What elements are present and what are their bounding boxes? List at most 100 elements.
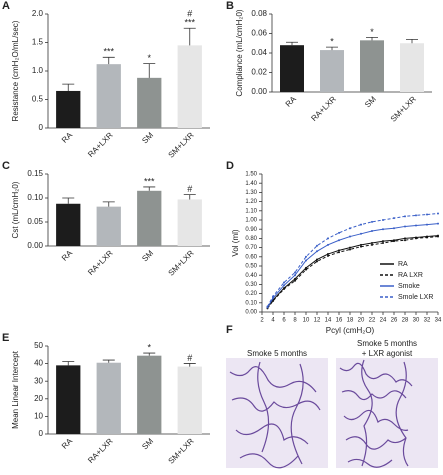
point — [415, 237, 417, 240]
significance: # — [187, 9, 192, 19]
x-tick-label: 18 — [347, 318, 354, 324]
y-tick-label: 0.50 — [245, 264, 257, 270]
y-tick-label: 20 — [34, 394, 43, 403]
x-axis-label: Pcyl (cmH₂O) — [326, 326, 375, 335]
x-tick-label: SM — [140, 436, 155, 451]
legend-label: RA — [398, 261, 408, 268]
error-bar — [406, 38, 418, 44]
bar — [177, 199, 202, 246]
point — [382, 240, 384, 243]
error-bar — [102, 201, 115, 207]
x-tick-label: RA — [60, 248, 75, 263]
bar — [56, 365, 81, 434]
error-bar — [102, 359, 115, 363]
point — [272, 299, 274, 302]
point — [283, 288, 285, 290]
micrograph — [226, 358, 328, 468]
point — [327, 243, 329, 246]
point — [349, 227, 351, 230]
point — [404, 237, 406, 240]
x-tick-label: 14 — [325, 318, 332, 324]
error-bar — [286, 41, 298, 46]
x-tick-label: SM+LXR — [166, 130, 195, 159]
y-tick-label: 1.50 — [245, 172, 257, 178]
panel-letter: C — [2, 160, 10, 172]
y-tick-label: 0.80 — [245, 236, 257, 242]
significance: * — [147, 53, 151, 63]
point — [415, 224, 417, 227]
point — [404, 225, 406, 228]
y-tick-label: 1.5 — [32, 38, 44, 47]
y-tick-label: 1.40 — [245, 181, 257, 187]
point — [382, 242, 384, 244]
y-tick-label: 1.00 — [245, 218, 257, 224]
significance: * — [370, 27, 374, 37]
significance: *** — [144, 176, 155, 186]
x-tick-label: SM+LXR — [166, 436, 195, 465]
x-tick-label: 12 — [314, 318, 321, 324]
bar — [177, 45, 202, 128]
bar — [280, 45, 304, 92]
x-tick-label: SM+LXR — [166, 248, 195, 277]
x-tick-label: RA — [60, 436, 75, 451]
bar — [177, 366, 202, 434]
bar — [137, 355, 162, 434]
y-tick-label: 0 — [39, 429, 44, 438]
x-tick-label: RA+LXR — [86, 248, 115, 277]
bar — [96, 206, 121, 246]
y-tick-label: 40 — [34, 359, 43, 368]
point — [266, 305, 269, 308]
point — [382, 228, 384, 231]
panel-letter: B — [226, 0, 234, 12]
error-bar — [143, 352, 156, 356]
point — [294, 274, 296, 277]
y-tick-label: 0.00 — [245, 310, 257, 316]
point — [393, 240, 395, 243]
y-axis-label: Mean Linear Intercept — [11, 350, 20, 429]
point — [283, 281, 285, 284]
x-tick-label: 34 — [435, 318, 442, 324]
x-tick-label: RA+LXR — [86, 130, 115, 159]
y-tick-label: 0.10 — [245, 300, 257, 306]
tissue — [339, 359, 413, 468]
point — [426, 223, 428, 226]
bar — [96, 362, 121, 434]
y-axis-label: Vol (ml) — [231, 229, 240, 256]
point — [338, 239, 340, 242]
point — [393, 217, 395, 220]
point — [360, 245, 362, 248]
x-tick-label: 32 — [424, 318, 431, 324]
point — [327, 253, 329, 256]
x-tick-label: 16 — [336, 318, 343, 324]
significance: # — [187, 353, 192, 363]
bar — [360, 40, 384, 92]
image-caption: Smoke 5 months — [247, 349, 307, 358]
x-tick-label: 26 — [391, 318, 398, 324]
point — [305, 266, 307, 269]
point — [371, 230, 373, 233]
y-tick-label: 0.90 — [245, 227, 257, 233]
point — [327, 254, 329, 257]
significance: *** — [103, 47, 114, 57]
point — [305, 255, 307, 258]
significance: *** — [184, 18, 195, 28]
point — [349, 248, 351, 251]
point — [404, 215, 406, 218]
y-tick-label: 0.00 — [27, 241, 43, 250]
error-bar — [62, 197, 75, 204]
y-tick-label: 0.06 — [251, 29, 267, 38]
x-tick-label: 22 — [369, 318, 376, 324]
error-bar — [326, 46, 338, 51]
y-axis-label: Resistance (cmH₂O/mL/sec) — [11, 20, 20, 121]
point — [382, 219, 384, 221]
point — [294, 271, 296, 274]
point — [316, 258, 318, 261]
error-bar — [143, 63, 156, 78]
error-bar — [143, 186, 156, 191]
point — [294, 279, 296, 282]
x-tick-label: SM — [140, 248, 155, 263]
series-line — [267, 213, 439, 307]
y-tick-label: 1.30 — [245, 190, 257, 196]
image-caption: Smoke 5 months — [357, 339, 417, 348]
bar — [96, 64, 121, 128]
